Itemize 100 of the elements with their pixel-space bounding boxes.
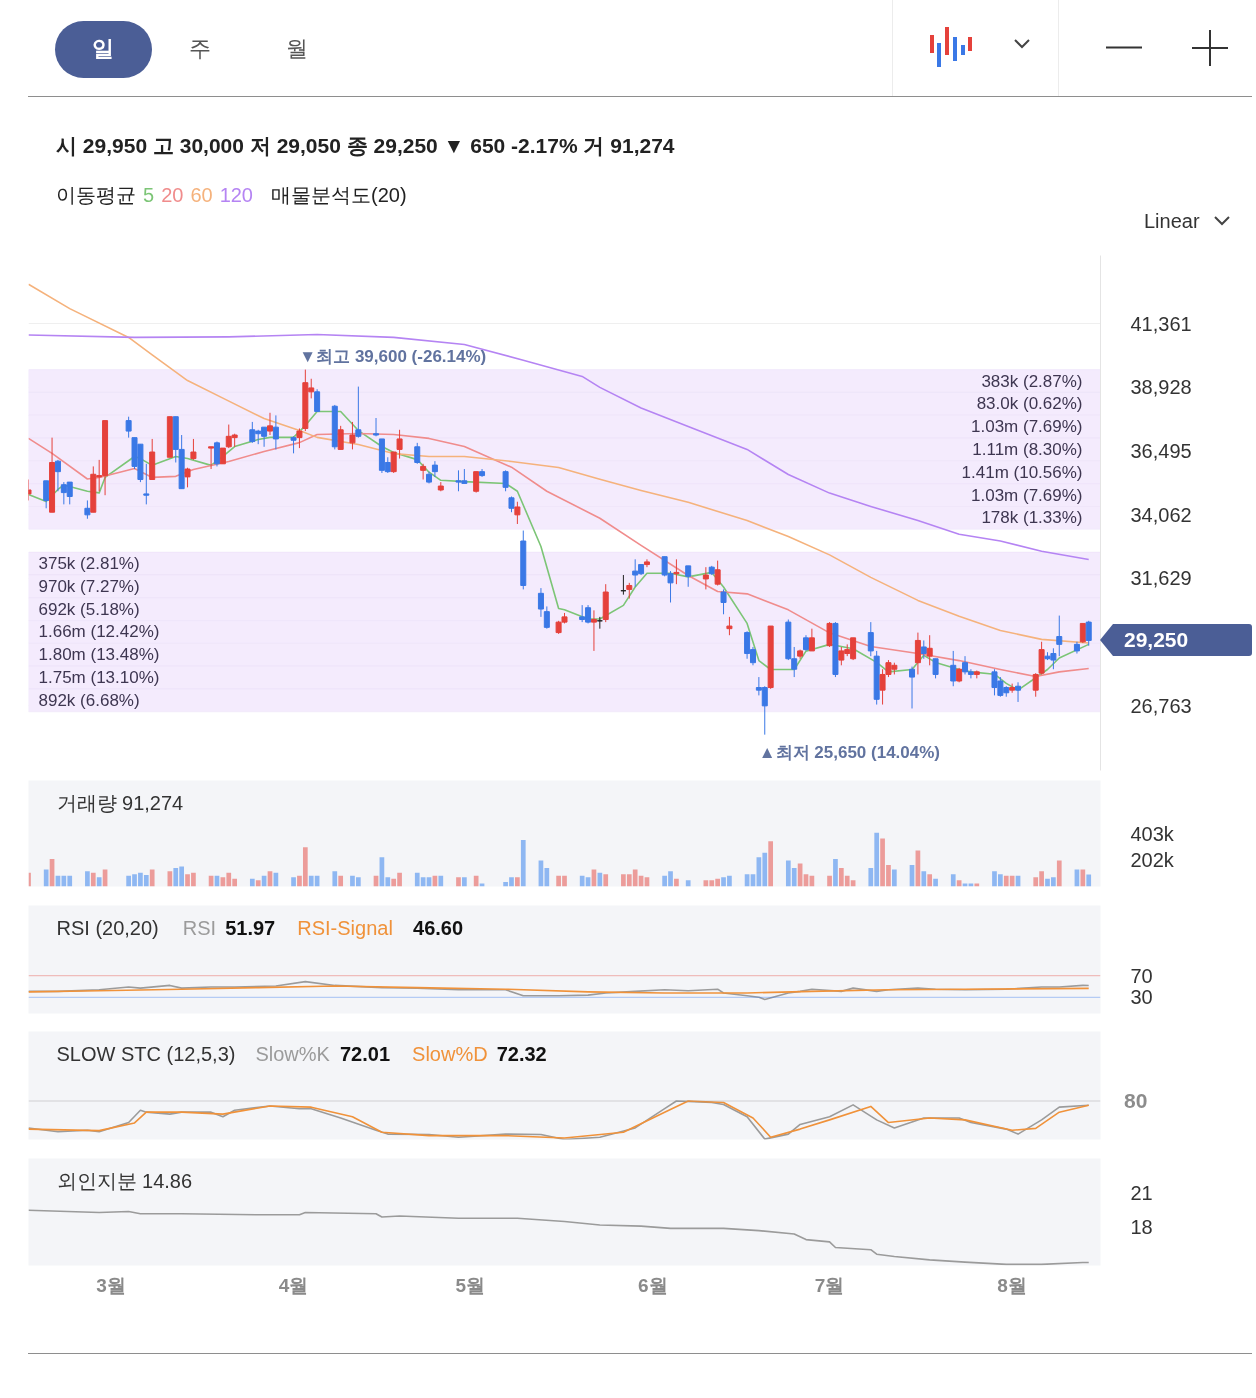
bar <box>255 880 261 887</box>
candlestick <box>950 650 957 687</box>
candlestick <box>909 666 916 709</box>
candlestick <box>213 441 220 467</box>
bar <box>462 877 467 887</box>
candlestick <box>867 621 874 657</box>
y-tick-label: 38,928 <box>1130 376 1192 399</box>
text: Linear <box>1144 209 1200 234</box>
line-series <box>28 283 1090 644</box>
bar <box>674 878 679 887</box>
candlestick <box>726 616 733 636</box>
y-tick-label: 31,629 <box>1130 567 1192 590</box>
annotation: 51.97 <box>225 916 276 939</box>
candlestick <box>590 609 597 652</box>
candlestick <box>314 388 321 412</box>
annotation: ▼최고 39,600 (-26.14%) <box>299 346 487 366</box>
bar <box>927 874 933 887</box>
band-label: 1.03m (7.69%) <box>971 417 1083 437</box>
bar <box>974 883 980 887</box>
candlestick <box>1056 615 1063 657</box>
candlestick <box>537 587 544 618</box>
x-tick-label: 5월 <box>455 1274 486 1296</box>
text: 월 <box>286 35 308 64</box>
bar <box>515 877 520 887</box>
x-tick-label: 7월 <box>814 1274 845 1296</box>
bar <box>597 872 603 887</box>
candlestick <box>1079 622 1086 644</box>
candlestick <box>208 446 215 470</box>
x-tick-label: 6월 <box>638 1274 668 1296</box>
x-tick-label: 3월 <box>96 1274 126 1296</box>
y-tick-label: 21 <box>1130 1182 1153 1205</box>
y-tick-label: 202k <box>1130 849 1175 872</box>
legend-title: 이동평균 <box>56 184 136 206</box>
line-series <box>28 1209 1090 1266</box>
candlestick <box>355 386 362 439</box>
candlestick <box>720 588 727 615</box>
candlestick <box>125 416 132 439</box>
bar <box>149 869 155 887</box>
y-tick-label: 36,495 <box>1130 439 1192 462</box>
candlestick <box>396 429 403 460</box>
text: 20 <box>161 184 184 206</box>
y-tick-label: 41,361 <box>1130 312 1192 335</box>
candlestick <box>473 471 480 494</box>
candlestick <box>349 421 356 450</box>
candlestick <box>54 459 61 492</box>
chart-subtitle: 매물분석도(20) <box>271 184 407 206</box>
candlestick <box>932 658 939 679</box>
band-label: 1.80m (13.48%) <box>38 645 160 665</box>
candlestick <box>920 639 927 660</box>
bar <box>833 858 838 887</box>
candlestick <box>431 460 438 478</box>
band-label: 383k (2.87%) <box>981 371 1083 391</box>
candlestick <box>543 605 550 630</box>
bar <box>891 869 897 887</box>
candlestick <box>1009 683 1016 694</box>
bar <box>1086 874 1092 887</box>
band-label: 1.11m (8.30%) <box>972 439 1083 459</box>
annotation: 80 <box>1124 1087 1148 1114</box>
band-label: 1.75m (13.10%) <box>38 668 160 688</box>
text: 주 <box>189 35 211 64</box>
text: 일 <box>92 35 114 64</box>
candlestick <box>390 451 397 474</box>
bar <box>456 877 461 887</box>
bar <box>85 871 90 887</box>
bar <box>249 878 255 887</box>
candlestick <box>337 425 344 450</box>
candlestick <box>673 558 680 585</box>
line-series <box>28 985 1090 994</box>
y-tick-label: 403k <box>1130 822 1175 845</box>
annotation: ▲최저 25,650 (14.04%) <box>758 742 941 762</box>
bar <box>1080 869 1086 887</box>
bar <box>332 871 338 887</box>
text: 72.32 <box>496 1042 547 1065</box>
bar <box>520 840 526 887</box>
candlestick <box>514 501 521 525</box>
text: 60 <box>190 184 213 206</box>
candlestick <box>420 463 427 480</box>
bar <box>338 875 344 887</box>
bar <box>685 880 691 887</box>
band-label: 375k (2.81%) <box>38 554 140 574</box>
text: 거래량 91,274 <box>56 791 184 814</box>
band-label: 970k (7.27%) <box>38 576 140 596</box>
candlestick <box>84 499 91 520</box>
candlestick <box>414 442 421 465</box>
candlestick <box>272 414 279 450</box>
candlestick <box>914 632 921 675</box>
bar <box>950 874 956 887</box>
bar <box>768 841 774 887</box>
candlestick <box>826 621 833 648</box>
band-label: 178k (1.33%) <box>981 508 1083 528</box>
bar <box>96 877 102 887</box>
x-tick-label: 4월 <box>278 1274 309 1296</box>
candlestick <box>808 628 815 652</box>
bar <box>1056 860 1062 887</box>
text: RSI (20,20) <box>56 916 159 939</box>
candlestick <box>714 560 721 586</box>
bar <box>291 877 296 887</box>
band-label: 1.41m (10.56%) <box>961 462 1083 482</box>
candlestick <box>926 634 933 666</box>
candlestick <box>266 412 273 436</box>
